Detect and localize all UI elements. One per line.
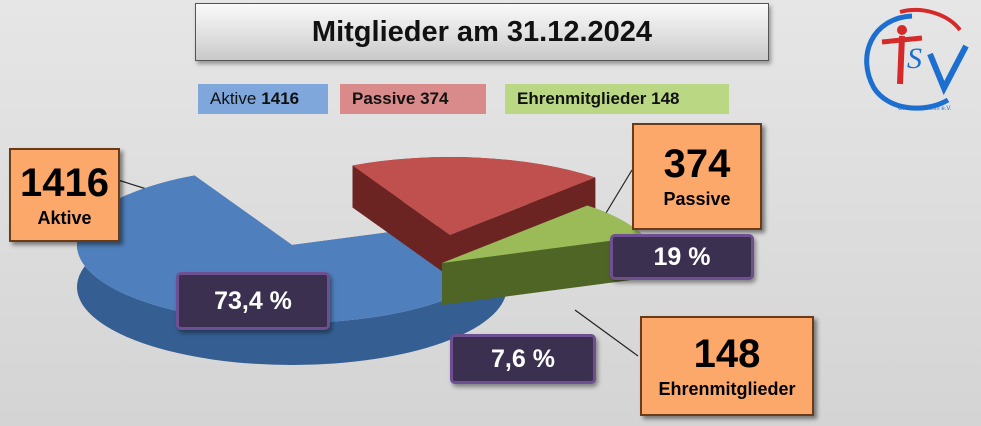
legend-item-ehrenmitglieder: Ehrenmitglieder 148 <box>505 84 729 114</box>
legend-value-passive: 374 <box>420 89 449 108</box>
pie-slice-ehrenmitglieder <box>442 205 645 263</box>
club-logo: S Groß-Nordheim e.V. <box>864 8 969 112</box>
legend-label-aktive: Aktive <box>210 89 257 108</box>
value-label-ehrenmitglieder: Ehrenmitglieder <box>658 378 796 399</box>
value-number-ehrenmitglieder: 148 <box>693 331 761 376</box>
percent-label-ehrenmitglieder: 7,6 % <box>450 334 596 384</box>
pie-slice-face-start-passive <box>352 165 450 277</box>
value-number-aktive: 1416 <box>20 160 109 205</box>
percent-label-aktive: 73,4 % <box>176 272 330 330</box>
pie-slice-face-end-ehrenmitglieder <box>442 236 645 305</box>
legend-label-passive: Passive <box>352 89 416 108</box>
leader-line-ehren <box>574 309 639 357</box>
legend-value-aktive: 1416 <box>261 89 300 108</box>
value-box-aktive: 1416 Aktive <box>9 148 120 242</box>
value-box-passive: 374 Passive <box>632 123 762 230</box>
chart-title: Mitglieder am 31.12.2024 <box>195 3 769 61</box>
legend-item-aktive: Aktive 1416 <box>198 84 328 114</box>
value-label-aktive: Aktive <box>37 207 92 228</box>
value-box-ehrenmitglieder: 148 Ehrenmitglieder <box>640 316 814 416</box>
pie-slice-passive <box>352 157 596 235</box>
logo-s: S <box>907 42 922 75</box>
legend-item-passive: Passive 374 <box>340 84 486 114</box>
percent-label-passive: 19 % <box>610 234 754 280</box>
value-label-passive: Passive <box>663 189 731 209</box>
value-number-passive: 374 <box>663 142 731 186</box>
leader-line-passive <box>605 169 633 214</box>
logo-caption: Groß-Nordheim e.V. <box>898 106 952 112</box>
